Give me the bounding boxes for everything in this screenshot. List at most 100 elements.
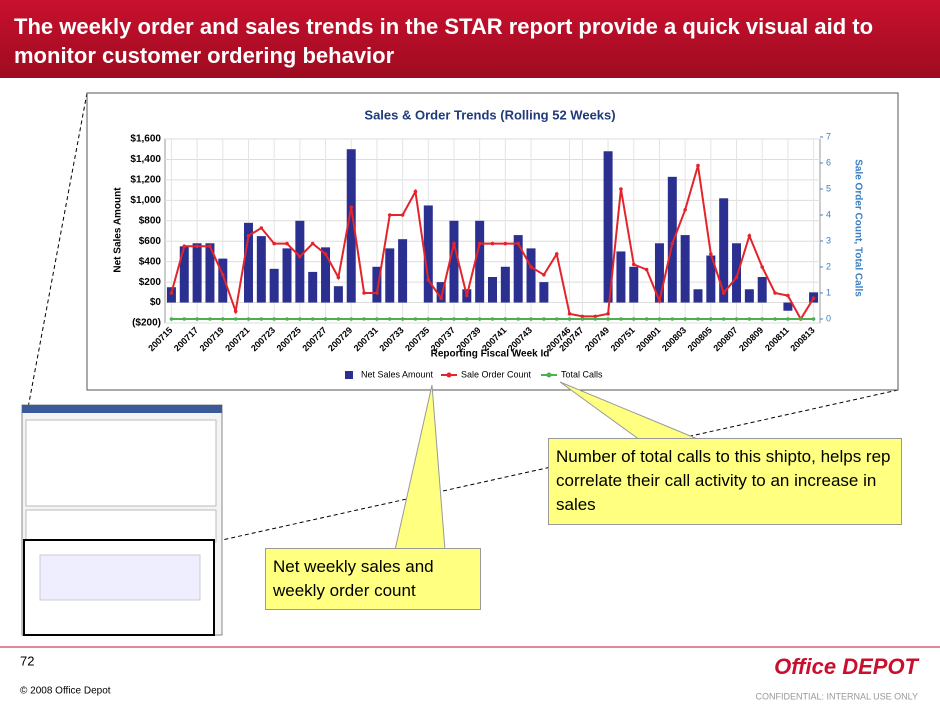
point (516, 317, 520, 321)
bar (539, 282, 549, 303)
point (259, 226, 264, 230)
bar (616, 251, 626, 303)
point (246, 317, 251, 321)
point (439, 317, 443, 321)
bar (449, 220, 459, 303)
point (747, 234, 752, 238)
point (208, 244, 212, 248)
point (786, 293, 790, 298)
bar (346, 149, 356, 303)
bar (243, 222, 253, 303)
point (426, 317, 431, 321)
point (683, 317, 687, 321)
bar (282, 248, 292, 303)
bar (295, 220, 305, 303)
bar (333, 286, 343, 303)
point (567, 317, 572, 321)
bar (757, 277, 767, 303)
point (529, 265, 533, 269)
y-tick-label: $0 (150, 297, 162, 308)
point (413, 317, 418, 321)
callout: Number of total calls to this shipto, he… (548, 438, 902, 525)
point (696, 163, 700, 168)
point (426, 278, 431, 282)
point (220, 273, 225, 277)
point (529, 317, 533, 321)
y2-tick-label: 7 (826, 131, 831, 141)
point (734, 317, 739, 321)
page-number: 72 (20, 653, 34, 668)
confidential: CONFIDENTIAL: INTERNAL USE ONLY (755, 691, 918, 701)
y2-tick-label: 6 (826, 157, 831, 167)
logo: Office DEPOT (774, 654, 919, 679)
point (631, 262, 636, 267)
bar (192, 243, 202, 303)
point (786, 317, 790, 321)
point (554, 317, 559, 321)
bar (513, 235, 523, 303)
point (195, 244, 199, 248)
bar (372, 266, 382, 303)
y2-tick-label: 4 (826, 209, 831, 219)
point (798, 317, 803, 321)
y-tick-label: $600 (139, 236, 162, 247)
y-tick-label: $1,400 (130, 154, 161, 165)
point (182, 317, 187, 321)
point (619, 187, 623, 191)
point (811, 296, 816, 301)
zoom-line (27, 92, 88, 409)
point (696, 317, 700, 321)
point (400, 317, 405, 321)
point (452, 241, 456, 246)
point (285, 317, 289, 321)
point (709, 252, 713, 256)
point (272, 241, 276, 246)
bar (719, 198, 729, 303)
bar (667, 176, 677, 303)
bar (488, 277, 497, 303)
point (760, 317, 765, 321)
y-axis-title: Net Sales Amount (113, 187, 124, 273)
point (169, 291, 174, 295)
point (567, 312, 572, 316)
point (593, 317, 598, 321)
bar (629, 266, 639, 303)
bar (166, 287, 176, 303)
point (606, 312, 610, 316)
y-tick-label: $400 (139, 256, 162, 267)
bar (732, 243, 742, 303)
point (721, 317, 726, 321)
y-tick-label: $800 (139, 215, 162, 226)
point (233, 309, 238, 314)
legend-label: Sale Order Count (461, 369, 532, 379)
y-tick-label: ($200) (132, 318, 161, 329)
y2-tick-label: 0 (826, 313, 831, 323)
point (375, 291, 379, 295)
bar (706, 255, 716, 303)
y2-tick-label: 5 (826, 183, 831, 193)
point (721, 291, 726, 295)
point (349, 317, 354, 321)
point (452, 317, 456, 321)
point (631, 317, 636, 321)
point (413, 189, 418, 194)
bar (475, 220, 485, 303)
point (400, 213, 405, 217)
point (298, 254, 302, 259)
point (580, 314, 585, 319)
y2-tick-label: 2 (826, 261, 831, 271)
slide-title: The weekly order and sales trends in the… (14, 14, 874, 68)
y2-tick-label: 3 (826, 235, 831, 245)
point (195, 317, 199, 321)
bar (308, 271, 318, 303)
y-tick-label: $1,600 (130, 134, 161, 145)
bar (500, 266, 510, 303)
bar (744, 289, 754, 303)
point (773, 317, 777, 321)
point (298, 317, 302, 321)
copyright: © 2008 Office Depot (20, 686, 111, 697)
point (285, 241, 289, 246)
point (542, 317, 546, 321)
